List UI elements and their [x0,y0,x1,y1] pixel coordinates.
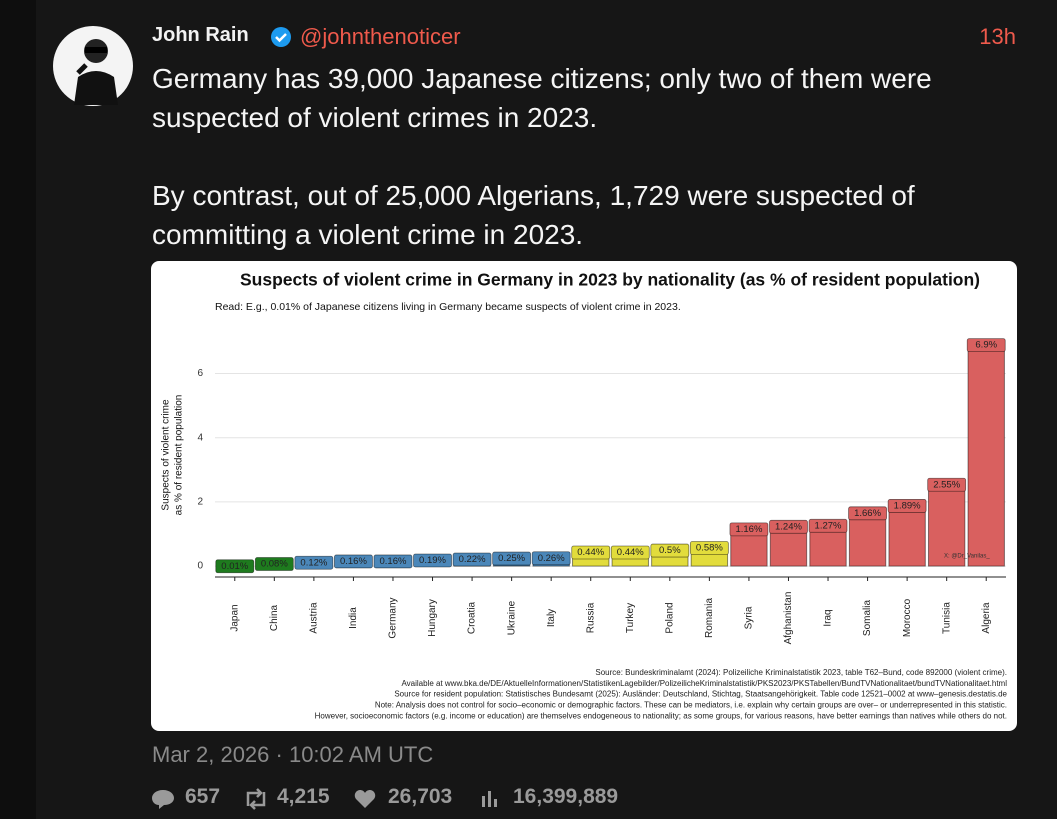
chart-card[interactable]: Suspects of violent crime in Germany in … [151,261,1017,731]
post-paragraph: By contrast, out of 25,000 Algerians, 1,… [152,180,915,250]
x-tick-label: China [269,605,280,632]
chart-title: Suspects of violent crime in Germany in … [240,270,980,290]
value-label: 0.01% [221,561,248,572]
chart-note: Note: Analysis does not control for soci… [375,701,1007,710]
value-label: 0.12% [300,557,327,568]
value-label-box [531,551,571,566]
chart-note: Available at www.bka.de/DE/AktuelleInfor… [401,679,1007,688]
verified-badge [271,27,291,47]
value-label-box [966,338,1006,353]
x-tick-label: Afghanistan [783,592,794,645]
repost-count[interactable]: 4,215 [277,785,330,808]
value-label-box [254,557,294,571]
views-icon[interactable] [480,788,500,808]
x-tick-label: Japan [229,604,240,631]
x-tick-label: Croatia [467,601,478,634]
value-label-box [689,541,729,555]
x-tick-label: Germany [388,597,399,638]
value-label-box [610,545,650,560]
value-label-box [492,551,532,566]
value-label-box [808,518,848,533]
value-label: 0.22% [459,554,486,565]
author-name[interactable]: John Rain [152,24,249,46]
chart: Suspects of violent crime in Germany in … [161,270,1008,721]
sidebar-strip [0,0,36,819]
bar [848,512,887,567]
value-label: 1.24% [775,521,802,532]
value-label: 0.5% [659,545,681,556]
value-label: 0.44% [617,547,644,558]
value-label: 1.66% [854,508,881,519]
x-tick-label: Austria [309,602,320,634]
x-tick-label: Tunisia [941,602,952,634]
reply-count[interactable]: 657 [185,785,221,808]
value-label: 0.08% [261,559,288,570]
value-label-box [413,553,452,568]
x-tick-label: Italy [546,609,557,627]
value-label: 6.9% [975,340,997,351]
value-label-box [373,554,413,569]
chart-note: Source for resident population: Statisti… [394,690,1007,699]
x-tick-label: Syria [744,606,755,629]
value-label-box [650,543,690,558]
x-tick-label: Ukraine [506,600,517,635]
author-handle[interactable]: @johnthenoticer [300,24,461,49]
post-date[interactable]: Mar 2, 2026 · 10:02 AM UTC [152,742,434,767]
value-label: 2.55% [933,479,960,490]
value-label-box [215,559,255,574]
y-tick-label: 6 [197,368,203,379]
value-label: 0.25% [498,553,525,564]
x-tick-label: Russia [585,602,596,633]
value-label-box [571,545,611,560]
bar [927,483,966,567]
value-label: 1.89% [894,500,921,511]
value-label-box [887,499,927,513]
x-tick-label: India [348,607,359,629]
x-tick-label: Iraq [823,609,834,626]
x-tick-label: Romania [704,598,715,638]
value-label-box [452,552,492,567]
value-label-box [848,506,887,521]
value-label-box [769,519,808,534]
y-tick-label: 2 [197,497,203,508]
y-tick-label: 4 [197,432,203,443]
x-tick-label: Poland [664,602,675,633]
reply-icon[interactable] [151,788,175,810]
watermark: X: @Dr_Vanilas_ [944,554,990,560]
x-tick-label: Somalia [862,600,873,637]
post-time[interactable]: 13h [979,24,1016,49]
repost-icon[interactable] [243,788,269,810]
bar [967,344,1005,567]
y-tick-label: 0 [197,561,203,572]
value-label: 1.16% [735,524,762,535]
like-count[interactable]: 26,703 [388,785,453,808]
view-count[interactable]: 16,399,889 [513,785,619,808]
avatar[interactable] [52,25,134,107]
value-label: 0.26% [538,553,565,564]
x-tick-label: Morocco [902,598,913,637]
value-label-box [927,477,967,492]
value-label-box [294,555,334,570]
y-axis-label: as % of resident population [174,395,185,516]
value-label-box [334,554,373,569]
x-tick-label: Turkey [625,603,636,633]
y-axis-label: Suspects of violent crime [161,399,172,511]
like-icon[interactable] [354,789,376,809]
chart-note: However, socioeconomic factors (e.g. inc… [315,711,1007,720]
post-text: Germany has 39,000 Japanese citizens; on… [152,59,1002,293]
value-label: 0.44% [577,547,604,558]
value-label: 0.58% [696,542,723,553]
value-label: 0.19% [419,555,446,566]
chart-note: Source: Bundeskriminalamt (2024): Polize… [595,668,1007,677]
value-label-box [729,522,769,537]
value-label: 0.16% [380,556,407,567]
x-tick-label: Hungary [427,599,438,637]
x-tick-label: Algeria [981,602,992,634]
bar [888,504,926,567]
value-label: 0.16% [340,556,367,567]
chart-subtitle: Read: E.g., 0.01% of Japanese citizens l… [215,301,681,313]
post-paragraph: Germany has 39,000 Japanese citizens; on… [152,63,932,133]
value-label: 1.27% [815,520,842,531]
